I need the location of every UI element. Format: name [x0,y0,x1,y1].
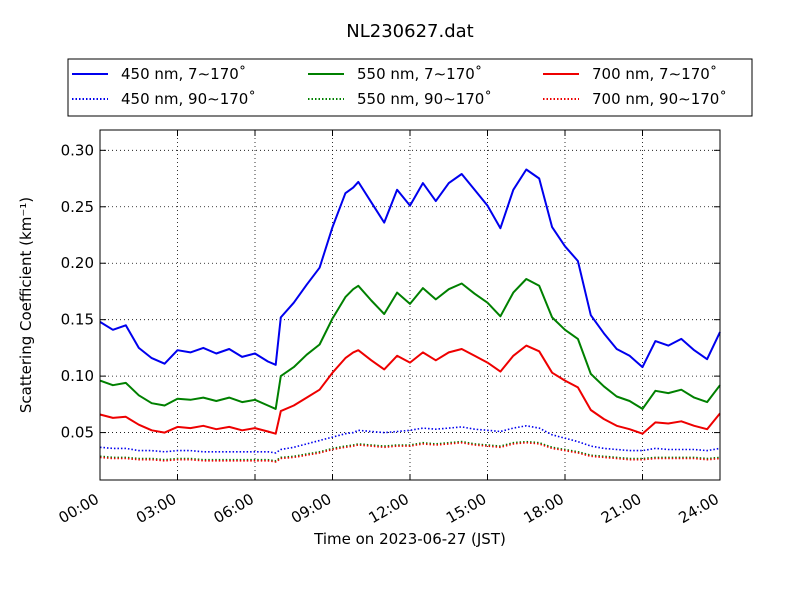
legend: 450 nm, 7∼170˚ 450 nm, 90∼170˚ 550 nm, 7∼1… [67,58,753,117]
series-lines [99,168,721,463]
x-axis-label: Time on 2023-06-27 (JST) [313,530,506,548]
x-tick-label: 09:00 [288,490,334,527]
x-tick-label: 21:00 [598,490,644,527]
y-tick-label: 0.05 [61,424,94,442]
grid [100,130,720,480]
series-line [99,441,721,463]
x-tick-label: 12:00 [366,490,412,527]
x-tick-label: 15:00 [443,490,489,527]
legend-label: 450 nm, 90∼170˚ [121,90,256,108]
plot-area [100,130,720,480]
legend-frame [67,58,753,117]
x-tick-label: 18:00 [521,490,567,527]
y-tick-label: 0.30 [61,141,94,159]
series-line [99,278,721,410]
x-tick-label: 03:00 [133,490,179,527]
legend-label: 450 nm, 7∼170˚ [121,65,246,83]
legend-label: 550 nm, 7∼170˚ [357,65,482,83]
legend-label: 550 nm, 90∼170˚ [357,90,492,108]
legend-label: 700 nm, 90∼170˚ [592,90,727,108]
series-line [99,168,721,369]
y-tick-label: 0.10 [61,367,94,385]
series-line [99,425,721,454]
x-tick-label: 24:00 [676,490,722,527]
y-axis: 0.05 0.10 0.15 0.20 0.25 0.30 [61,141,720,442]
y-tick-label: 0.15 [61,311,94,329]
x-tick-label: 06:00 [211,490,257,527]
series-line [99,344,721,435]
y-axis-label: Scattering Coefficient (km⁻¹) [17,197,35,413]
y-tick-label: 0.20 [61,254,94,272]
legend-label: 700 nm, 7∼170˚ [592,65,717,83]
series-line [99,440,721,462]
x-tick-label: 00:00 [56,490,102,527]
chart-title: NL230627.dat [346,21,473,42]
y-tick-label: 0.25 [61,198,94,216]
